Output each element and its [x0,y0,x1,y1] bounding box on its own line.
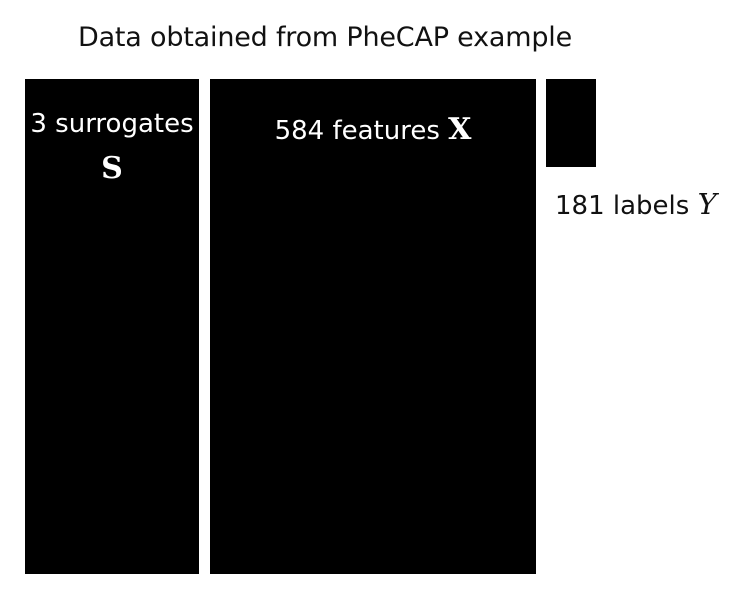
labels-label: 181 labels [555,191,690,221]
labels-caption: 181 labels Y [555,187,717,221]
features-block: 584 features X [210,79,536,574]
surrogates-label: 3 surrogates [30,109,194,139]
features-symbol: X [448,112,472,147]
surrogates-block: 3 surrogates S [25,79,199,574]
features-label-line: 584 features X [210,112,536,147]
labels-block [546,79,596,167]
surrogates-symbol: S [101,151,123,186]
features-label: 584 features [274,116,440,146]
diagram-title: Data obtained from PheCAP example [77,22,572,53]
labels-symbol: Y [697,187,717,221]
surrogates-symbol-line: S [25,151,199,186]
